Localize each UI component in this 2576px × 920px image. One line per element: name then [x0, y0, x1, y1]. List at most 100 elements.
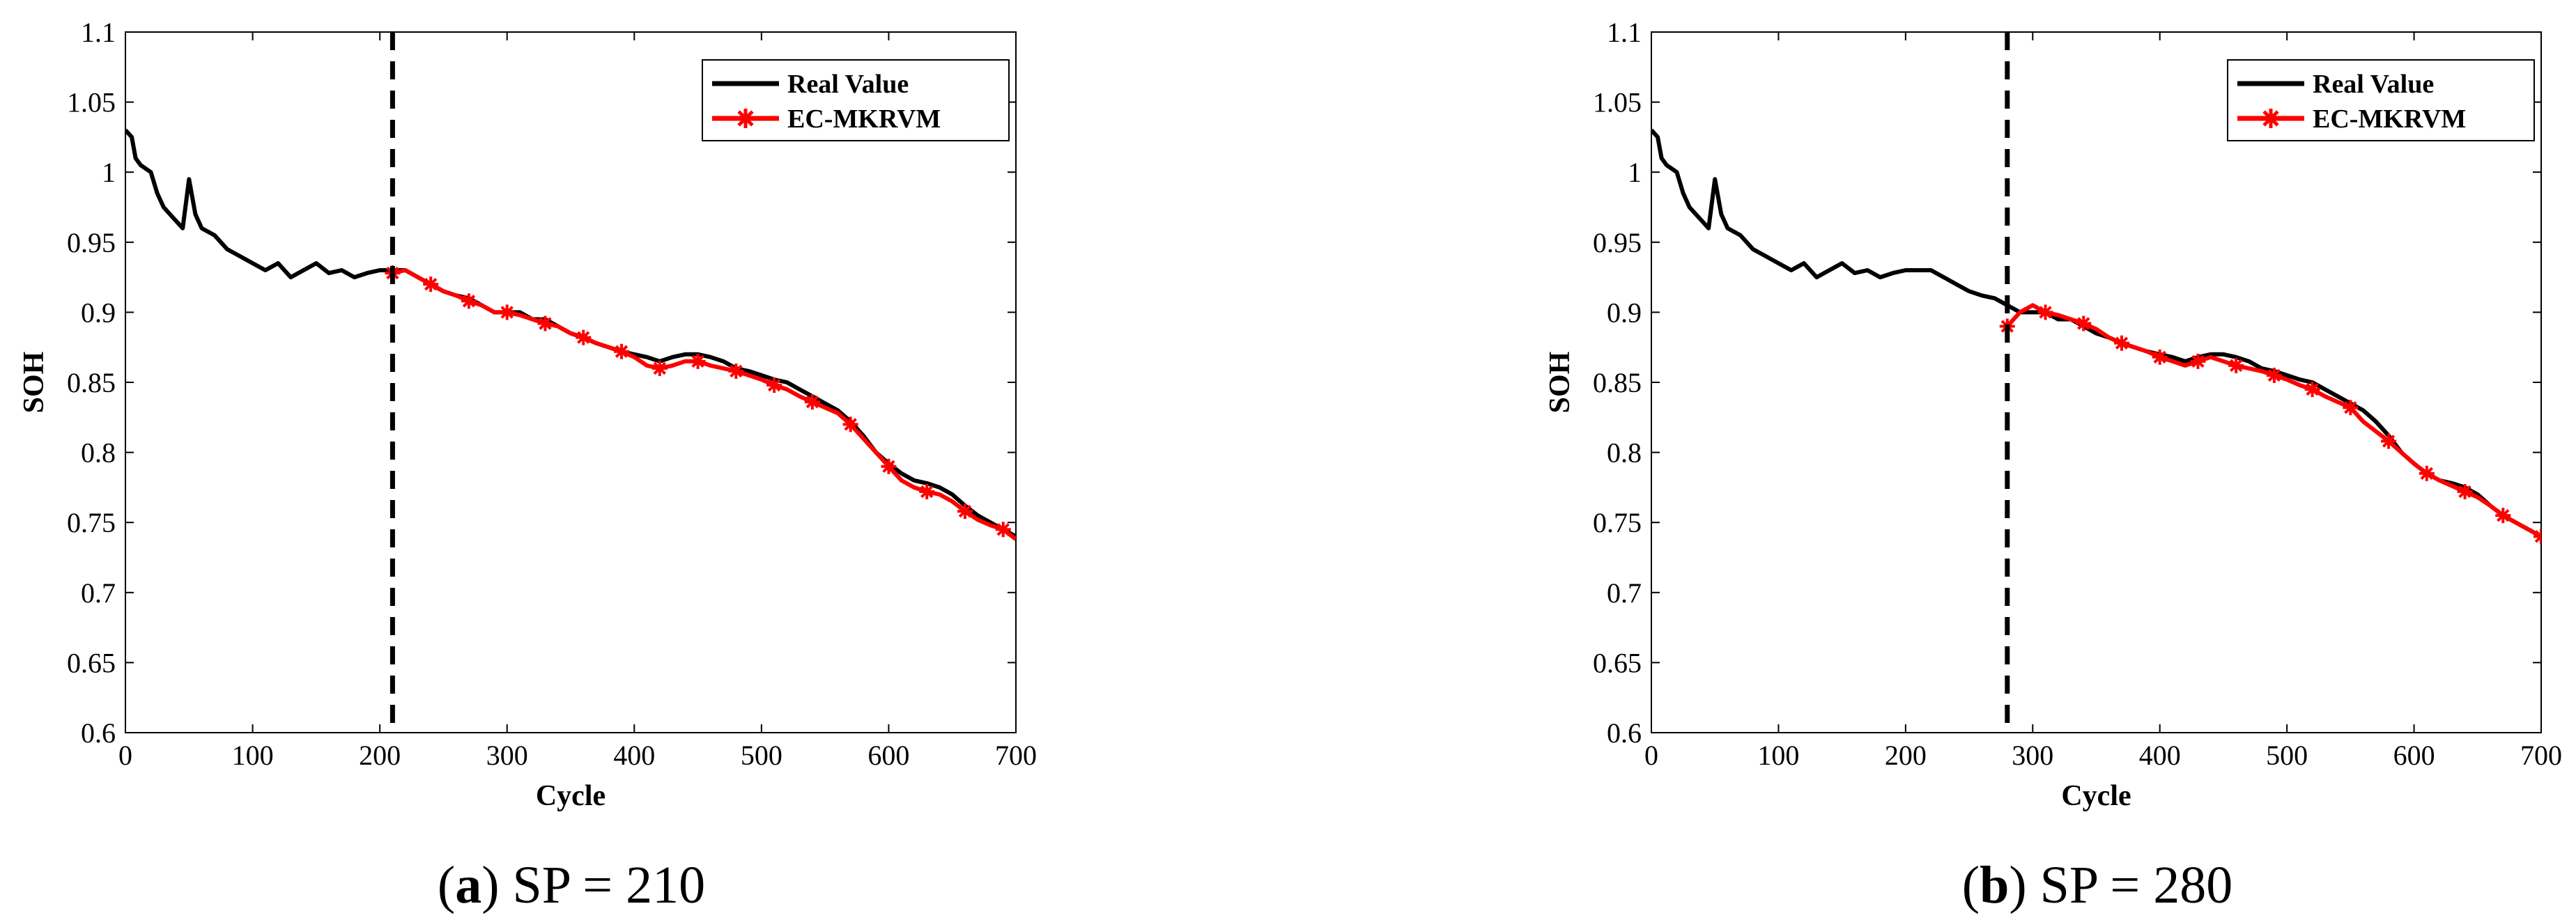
marker-stroke [844, 418, 857, 431]
data-point-marker [2304, 382, 2320, 398]
y-tick-label: 0.75 [1593, 507, 1642, 538]
x-tick-label: 600 [2393, 740, 2435, 771]
legend-marker [737, 110, 754, 127]
y-tick-label: 0.7 [1607, 577, 1642, 609]
data-point-marker [461, 293, 477, 309]
caption-letter: b [1980, 856, 2009, 914]
data-point-marker [957, 504, 973, 520]
data-point-marker [499, 304, 515, 320]
data-layer [125, 128, 1016, 541]
data-point-marker [2419, 465, 2435, 481]
x-axis-label: Cycle [2061, 780, 2131, 812]
data-point-marker [2228, 357, 2244, 373]
marker-stroke [462, 295, 476, 308]
plot-area [1651, 31, 2542, 733]
marker-stroke [805, 395, 819, 409]
series-line-ec-mkrvm [392, 268, 1016, 541]
x-tick-label: 500 [741, 740, 782, 771]
marker-stroke [2039, 306, 2052, 319]
data-point-marker [728, 363, 744, 379]
data-point-marker [614, 343, 630, 359]
y-tick-label: 1.1 [1607, 17, 1642, 48]
caption-text: SP = 210 [500, 856, 706, 914]
marker-stroke [767, 378, 781, 392]
y-tick-label: 0.95 [67, 227, 116, 258]
x-tick-label: 100 [232, 740, 274, 771]
data-point-marker [881, 458, 897, 474]
y-tick-label: 0.9 [81, 297, 116, 328]
y-tick-label: 0.8 [81, 437, 116, 469]
x-tick-label: 500 [2266, 740, 2308, 771]
legend-box [2227, 59, 2535, 141]
y-tick-label: 0.9 [1607, 297, 1642, 328]
data-point-marker [2190, 353, 2206, 369]
legend-label: Real Value [2313, 70, 2434, 99]
x-tick-label: 200 [1885, 740, 1927, 771]
data-point-marker [2343, 400, 2359, 416]
data-point-marker [842, 416, 858, 432]
marker-stroke [996, 523, 1010, 536]
marker-stroke [500, 306, 514, 319]
y-tick-label: 0.75 [67, 507, 116, 538]
data-point-marker [2076, 315, 2092, 332]
y-tick-label: 1.05 [1593, 87, 1642, 118]
marker-stroke [615, 345, 628, 358]
y-tick-label: 0.7 [81, 577, 116, 609]
plot-area [125, 31, 1017, 733]
data-point-marker [2457, 483, 2473, 499]
marker-stroke [2077, 317, 2090, 330]
data-point-marker [804, 394, 820, 410]
legend-label: EC-MKRVM [787, 104, 941, 134]
y-axis-label: SOH [1544, 352, 1576, 414]
y-tick-label: 0.65 [1593, 647, 1642, 678]
marker-stroke [2420, 467, 2434, 480]
marker-stroke [2382, 435, 2396, 448]
marker-stroke [539, 317, 552, 330]
x-tick-label: 700 [2520, 740, 2562, 771]
x-tick-label: 0 [118, 740, 132, 771]
data-point-marker [2266, 367, 2282, 383]
caption-close: ) [481, 856, 499, 914]
data-point-marker [2381, 433, 2397, 449]
x-tick-label: 300 [486, 740, 528, 771]
data-point-marker [537, 315, 553, 332]
marker-stroke [2191, 354, 2205, 368]
legend-label: Real Value [787, 70, 909, 99]
legend: Real Value EC-MKRVM [2227, 59, 2535, 141]
marker-stroke [691, 354, 704, 368]
data-point-marker [423, 276, 439, 293]
x-tick-label: 400 [2139, 740, 2181, 771]
marker-stroke [882, 460, 895, 473]
caption-text: SP = 280 [2027, 856, 2233, 914]
data-point-marker [651, 360, 668, 376]
data-point-marker [690, 353, 706, 369]
marker-stroke [2115, 336, 2129, 350]
chart-panel-a: 0 100 200 300 400 500 600 700 0.6 0.65 0.7 0.75 0.8 0… [18, 17, 1037, 914]
y-tick-label: 0.6 [81, 717, 116, 749]
y-tick-label: 0.6 [1607, 717, 1642, 749]
data-point-marker [2037, 304, 2053, 320]
marker-stroke [2306, 382, 2319, 396]
x-axis-label: Cycle [536, 780, 606, 812]
data-point-marker [576, 329, 592, 345]
x-tick-label: 700 [995, 740, 1037, 771]
x-tick-label: 400 [613, 740, 655, 771]
x-tick-label: 100 [1757, 740, 1799, 771]
marker-stroke [2344, 401, 2357, 414]
y-tick-label: 0.95 [1593, 227, 1642, 258]
legend-marker [2262, 110, 2279, 127]
marker-stroke [2497, 508, 2510, 522]
x-tick-label: 300 [2012, 740, 2053, 771]
legend: Real Value EC-MKRVM [702, 59, 1010, 141]
marker-stroke [2153, 350, 2166, 364]
y-tick-label: 1.1 [81, 17, 116, 48]
marker-stroke [920, 485, 934, 499]
y-tick-label: 0.8 [1607, 437, 1642, 469]
data-point-marker [2152, 349, 2168, 365]
legend-box [702, 59, 1010, 141]
data-point-marker [2113, 335, 2129, 351]
x-tick-label: 0 [1644, 740, 1658, 771]
y-tick-label: 1 [102, 157, 116, 188]
data-point-marker [766, 377, 782, 393]
